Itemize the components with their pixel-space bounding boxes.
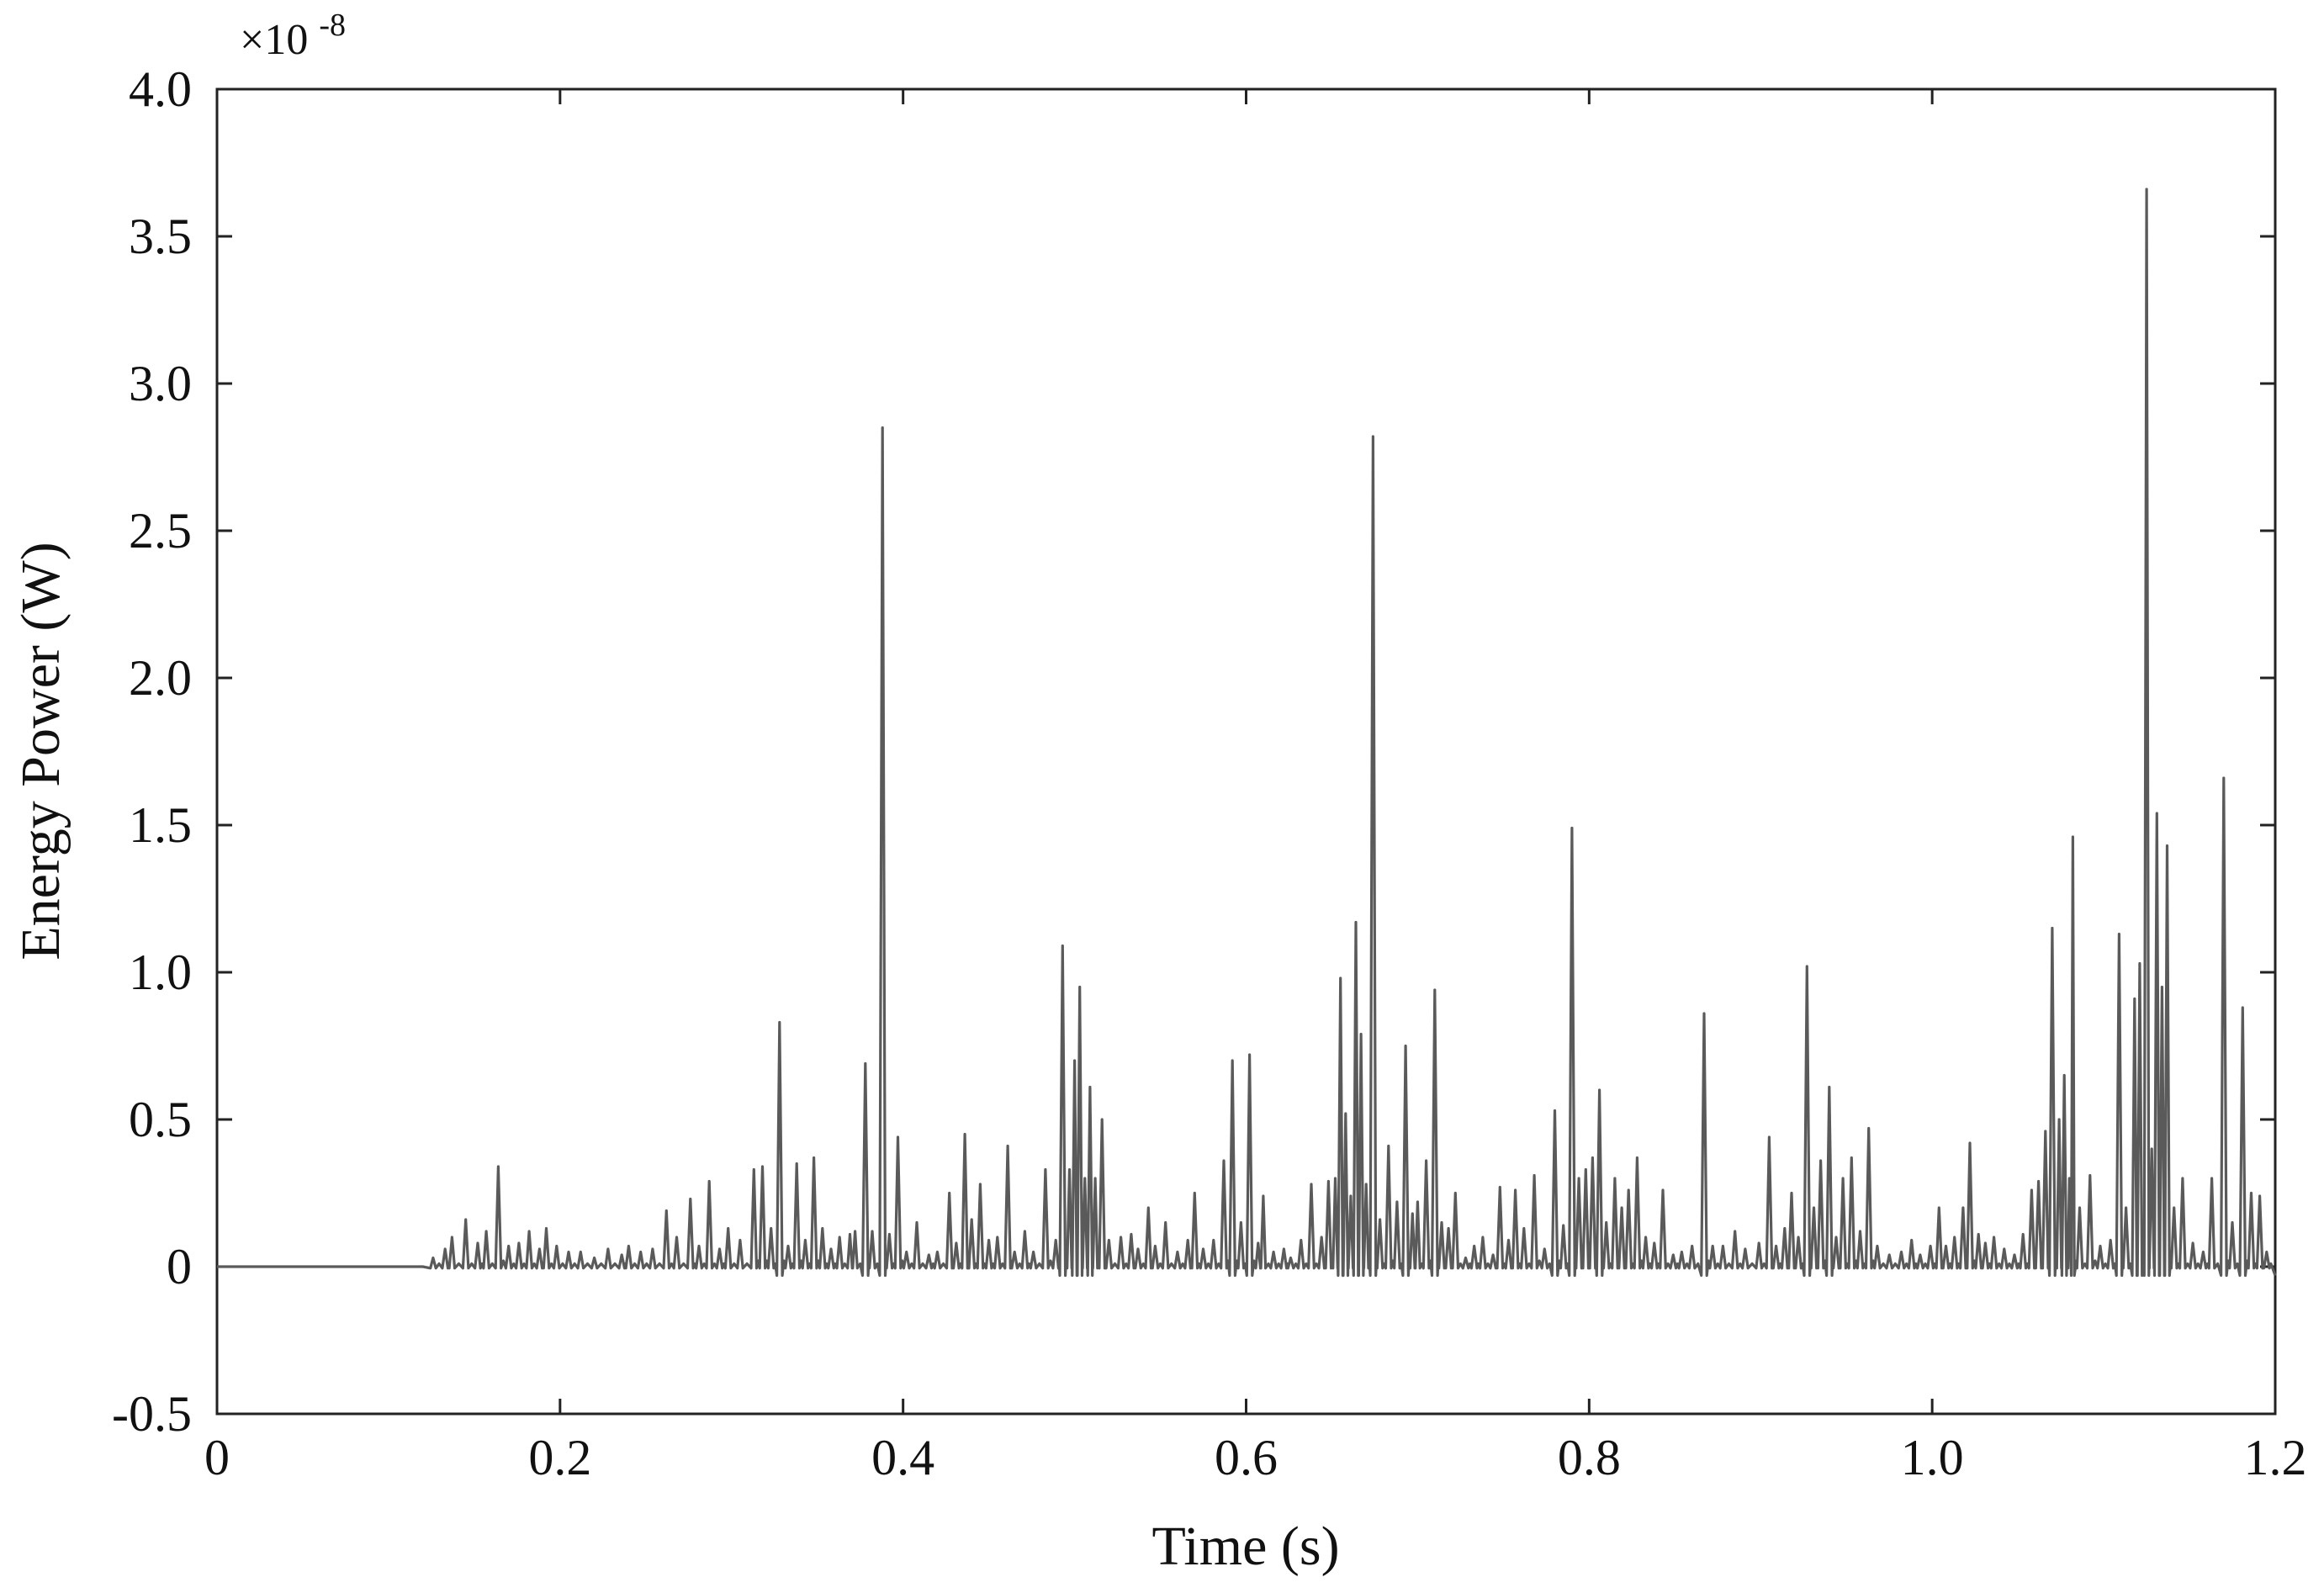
y-tick-label: 3.0 (129, 356, 192, 411)
x-tick-labels: 0 0.2 0.4 0.6 0.8 1.0 1.2 (204, 1430, 2307, 1485)
y-tick-label: 4.0 (129, 61, 192, 117)
y-tick-label: -0.5 (112, 1386, 192, 1442)
y-multiplier-base: ×10 (240, 16, 308, 64)
y-multiplier-exponent: -8 (319, 8, 346, 43)
x-tick-label: 1.2 (2244, 1430, 2307, 1485)
x-tick-label: 0.8 (1558, 1430, 1621, 1485)
x-tick-label: 0.2 (528, 1430, 591, 1485)
x-tick-label: 0.4 (871, 1430, 934, 1485)
y-tick-label: 2.5 (129, 503, 192, 558)
x-tick-label: 0 (204, 1430, 230, 1485)
x-tick-label: 1.0 (1901, 1430, 1964, 1485)
plot-frame (215, 87, 2277, 1416)
y-multiplier-label: ×10 -8 (240, 8, 346, 64)
y-tick-label: 3.5 (129, 209, 192, 264)
y-tick-label: 0 (167, 1239, 192, 1294)
axis-ticks (215, 87, 2277, 1416)
x-axis-title: Time (s) (1151, 1516, 1339, 1577)
y-tick-label: 0.5 (129, 1092, 192, 1147)
y-tick-label: 1.0 (129, 945, 192, 1000)
y-axis-title: Energy Power (W) (10, 542, 71, 960)
y-tick-label: 1.5 (129, 797, 192, 853)
x-tick-label: 0.6 (1215, 1430, 1278, 1485)
y-tick-labels: -0.5 0 0.5 1.0 1.5 2.0 2.5 3.0 3.5 4.0 (112, 61, 192, 1442)
energy-power-series-line (217, 188, 2277, 1278)
y-tick-label: 2.0 (129, 650, 192, 706)
